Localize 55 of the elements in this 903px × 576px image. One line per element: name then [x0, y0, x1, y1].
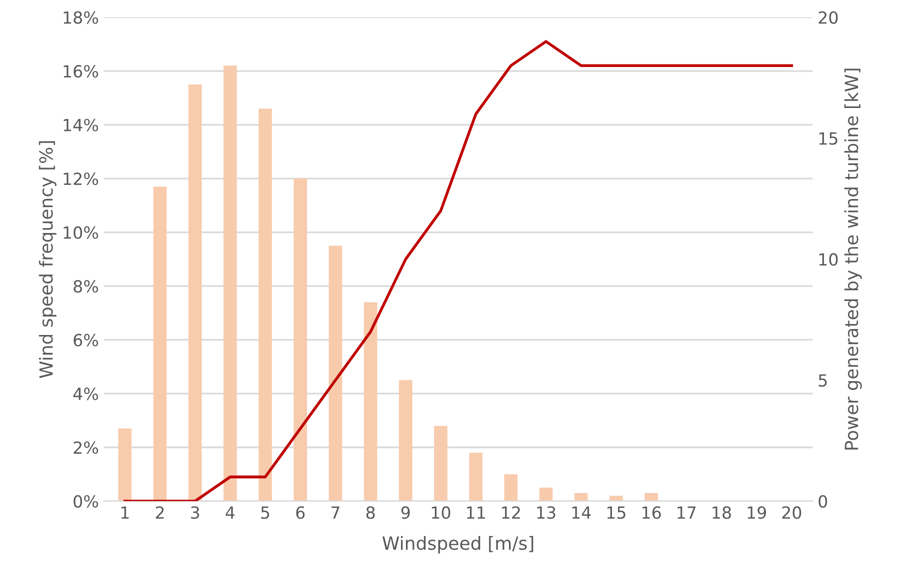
x-tick-label: 18	[712, 506, 731, 519]
x-tick-label: 12	[502, 506, 520, 519]
y2-tick-label: 15	[819, 132, 838, 145]
y-tick-label: 14%	[64, 118, 98, 132]
x-tick-label: 10	[432, 506, 450, 519]
bar	[398, 380, 412, 502]
x-axis-title: Windspeed [m/s]	[382, 536, 534, 554]
bar	[469, 452, 482, 502]
bar	[188, 84, 202, 502]
x-tick-label: 1	[121, 506, 129, 519]
x-tick-label: 6	[296, 506, 305, 519]
bar	[644, 493, 658, 502]
x-tick-label: 17	[678, 506, 696, 519]
bar	[224, 66, 237, 502]
bar	[434, 426, 448, 502]
y2-tick-label: 10	[819, 253, 838, 266]
y2-tick-label: 5	[818, 374, 827, 387]
y2-tick-label: 0	[818, 495, 828, 508]
bar	[328, 246, 342, 502]
bar	[153, 186, 167, 502]
y2-axis-title: Power generated by the wind turbine [kW]	[844, 68, 862, 450]
bar	[574, 493, 588, 502]
bar	[258, 108, 272, 502]
x-tick-label: 8	[366, 506, 375, 519]
y-tick-label: 12%	[64, 172, 98, 186]
x-tick-label: 19	[748, 506, 766, 519]
x-tick-label: 20	[782, 506, 802, 519]
bar	[294, 178, 308, 502]
bar	[364, 302, 378, 502]
x-tick-label: 14	[572, 506, 591, 519]
bar	[504, 474, 518, 502]
x-tick-label: 15	[607, 506, 626, 519]
x-tick-label: 11	[467, 506, 485, 519]
y-tick-label: 16%	[64, 65, 98, 78]
bar	[610, 496, 623, 502]
bar	[539, 488, 553, 502]
x-tick-label: 9	[401, 506, 410, 519]
y2-tick-label: 20	[818, 11, 838, 24]
y-tick-label: 2%	[74, 441, 98, 454]
x-tick-label: 3	[191, 506, 200, 519]
y-tick-label: 8%	[74, 280, 98, 293]
bar	[118, 428, 132, 502]
x-tick-label: 7	[332, 506, 340, 519]
x-tick-label: 2	[156, 506, 164, 519]
y-axis-title: Wind speed frequency [%]	[38, 141, 56, 378]
x-tick-label: 16	[642, 506, 661, 519]
line-series	[124, 40, 794, 502]
y-tick-label: 10%	[64, 226, 98, 239]
x-tick-label: 5	[261, 506, 270, 519]
y-tick-label: 0%	[74, 495, 98, 508]
x-tick-label: 4	[226, 506, 235, 519]
x-tick-label: 13	[537, 506, 556, 519]
y-tick-label: 4%	[73, 388, 98, 400]
y-tick-label: 6%	[74, 334, 98, 346]
y-tick-label: 18%	[64, 11, 98, 24]
